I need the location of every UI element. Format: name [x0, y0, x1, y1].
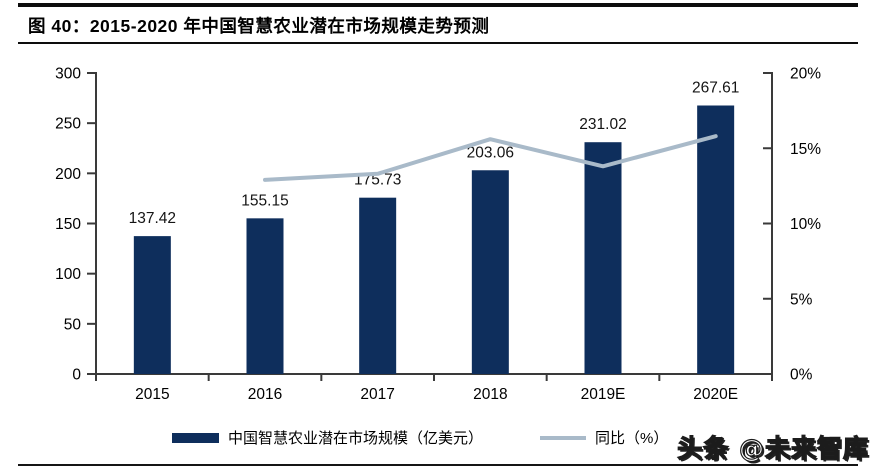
- yoy-growth-line: [263, 134, 718, 182]
- legend-bar-label: 中国智慧农业潜在市场规模（亿美元）: [228, 430, 484, 447]
- bar-value-label: 155.15: [241, 192, 288, 209]
- bar-value-label: 267.61: [692, 79, 739, 96]
- left-axis-tick-label: 250: [55, 116, 81, 133]
- figure-header: 图 40：2015-2020 年中国智慧农业潜在市场规模走势预测: [18, 3, 858, 37]
- bottom-divider: [18, 464, 858, 466]
- left-axis-tick-label: 300: [55, 66, 81, 83]
- right-axis-tick-label: 5%: [790, 291, 813, 308]
- bar-2020E: [697, 105, 735, 375]
- bar-2016: [246, 218, 284, 374]
- bar-2019E: [584, 142, 622, 374]
- x-axis-category-label: 2020E: [693, 386, 738, 403]
- legend-item-market-size: 中国智慧农业潜在市场规模（亿美元）: [172, 427, 483, 448]
- bar-series-swatch: [172, 432, 219, 443]
- right-axis-tick-label: 15%: [790, 141, 821, 158]
- bar-2017: [359, 197, 397, 374]
- line-series-swatch: [540, 435, 586, 440]
- left-axis-tick-label: 0: [72, 367, 81, 384]
- left-axis-tick-label: 100: [55, 266, 81, 283]
- left-axis-tick-label: 200: [55, 166, 81, 183]
- legend-item-yoy: 同比（%）: [540, 427, 668, 448]
- combo-chart: 300 250 200 150 100 50 0 20% 15% 10% 5% 0% 2015 2016 2…: [55, 66, 821, 404]
- left-axis-tick-label: 150: [55, 216, 81, 233]
- bar-value-label: 203.06: [467, 144, 514, 161]
- x-axis-category-label: 2016: [248, 386, 282, 403]
- bar-value-label: 231.02: [579, 116, 626, 133]
- x-axis-category-label: 2019E: [581, 386, 626, 403]
- left-axis-tick-label: 50: [64, 316, 82, 333]
- right-axis-tick-label: 10%: [790, 216, 821, 233]
- bar-value-label: 137.42: [129, 210, 176, 227]
- figure-title: 图 40：2015-2020 年中国智慧农业潜在市场规模走势预测: [28, 16, 490, 36]
- x-axis-category-label: 2018: [473, 386, 507, 403]
- watermark: 头条 @未来智库: [677, 433, 869, 463]
- legend-line-label: 同比（%）: [595, 430, 669, 447]
- chart-legend: 中国智慧农业潜在市场规模（亿美元） 同比（%）: [0, 427, 871, 449]
- bar-2018: [471, 170, 509, 374]
- title-divider: [18, 42, 858, 44]
- x-axis-category-label: 2015: [135, 386, 169, 403]
- right-axis-tick-label: 20%: [790, 66, 821, 83]
- bar-2015: [133, 236, 171, 374]
- right-axis-tick-label: 0%: [790, 367, 813, 384]
- x-axis-category-label: 2017: [360, 386, 394, 403]
